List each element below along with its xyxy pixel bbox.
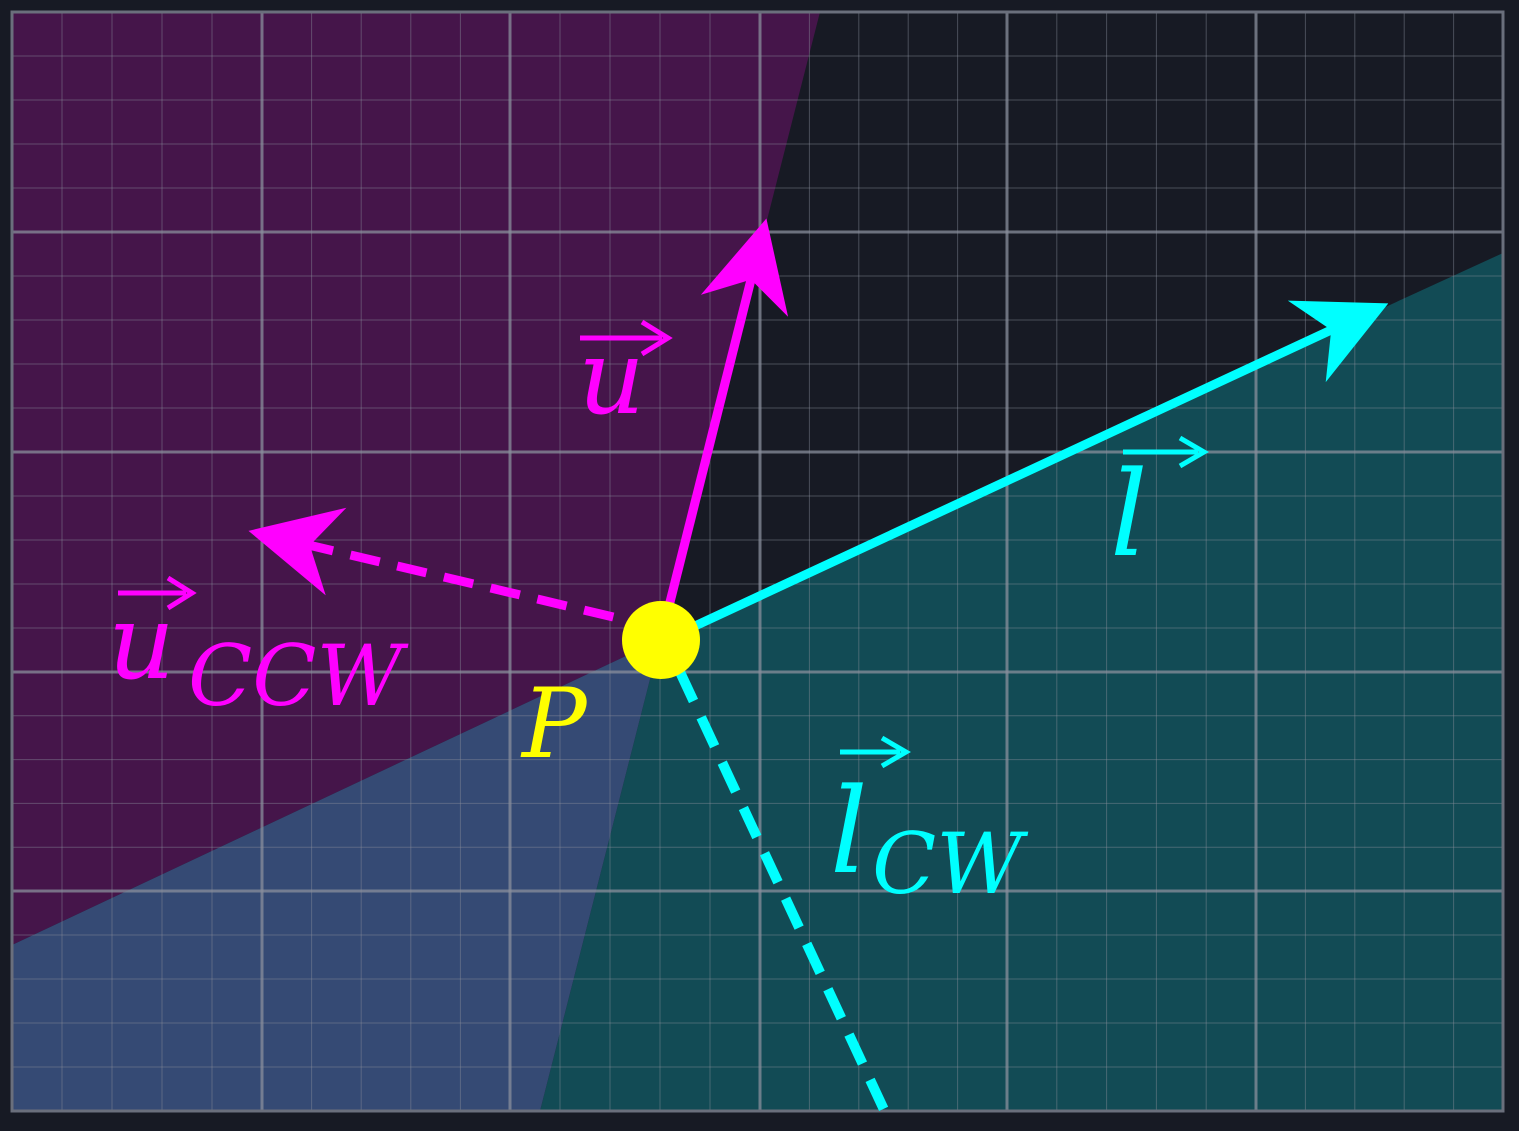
svg-text:CCW: CCW (188, 627, 410, 725)
region-l (540, 253, 1503, 1111)
u-ccw-label: u CCW (108, 575, 410, 725)
l-cw-label: l CW (830, 735, 1029, 913)
svg-text:u: u (578, 316, 645, 438)
svg-text:u: u (108, 581, 175, 703)
u-label: u (578, 316, 673, 438)
shaded-regions (12, 12, 1503, 1111)
u-vector (660, 218, 789, 624)
svg-text:l: l (830, 762, 868, 900)
region-u (12, 12, 820, 945)
u-ccw-vector (248, 507, 662, 633)
point-p (622, 601, 700, 679)
frame (10, 10, 1505, 1113)
svg-text:l: l (1110, 445, 1148, 583)
point-p-label: P (520, 668, 588, 780)
l-cw-vector (675, 669, 891, 1117)
l-label: l (1110, 435, 1209, 583)
region-overlap (12, 640, 660, 1111)
svg-text:CW: CW (872, 815, 1029, 913)
l-vector (678, 300, 1389, 638)
